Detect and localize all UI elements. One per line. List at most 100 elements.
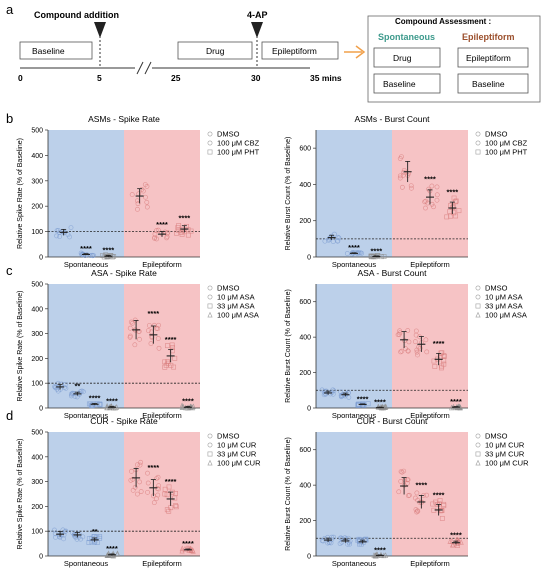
axis-break-2 <box>144 61 152 75</box>
legend-label: DMSO <box>485 432 508 441</box>
data-point <box>335 234 341 240</box>
data-point <box>173 504 179 510</box>
data-point <box>403 346 408 352</box>
legend-marker <box>475 433 481 439</box>
y-tick-label: 200 <box>299 218 311 225</box>
data-point <box>416 344 421 350</box>
data-point <box>137 336 142 342</box>
data-point <box>447 538 453 544</box>
legend-label: 33 μM CUR <box>485 450 525 459</box>
data-point <box>329 537 335 542</box>
data-point <box>365 401 371 407</box>
data-point <box>424 349 430 355</box>
data-point <box>144 204 150 210</box>
tick-0: 0 <box>18 73 23 83</box>
legend-marker <box>475 451 481 457</box>
data-point <box>405 348 411 354</box>
data-point <box>375 403 381 410</box>
data-point <box>166 484 172 490</box>
y-tick-label: 600 <box>299 447 311 454</box>
spont-drug-text: Drug <box>393 53 412 63</box>
data-point <box>152 231 158 237</box>
epi-epileptiform-box <box>457 47 529 68</box>
data-point <box>441 353 447 359</box>
legend-label: 10 μM CUR <box>485 441 525 450</box>
legend-label: DMSO <box>217 284 240 293</box>
data-point <box>101 254 107 260</box>
data-point <box>439 363 445 369</box>
data-point <box>62 382 68 387</box>
chart-title: ASA - Spike Rate <box>91 268 157 278</box>
data-point <box>80 389 86 395</box>
data-point <box>355 402 361 408</box>
legend-label: 100 μM PHT <box>217 148 260 157</box>
significance-label: **** <box>424 174 436 183</box>
data-point <box>179 404 185 411</box>
y-tick-label: 600 <box>299 299 311 306</box>
data-point <box>179 545 185 552</box>
y-axis-label: Relative Spike Rate (% of Baseline) <box>17 439 24 550</box>
chart-6: CUR - Burst Count 0 200 400 600 Relative Burs… <box>285 416 529 568</box>
x-category-label: Spontaneous <box>64 260 108 269</box>
data-point <box>146 328 151 334</box>
data-point <box>405 328 411 333</box>
data-point <box>401 167 407 173</box>
legend-label: 10 μM ASA <box>485 293 523 302</box>
data-point <box>422 199 428 205</box>
data-point <box>399 469 405 475</box>
significance-label: **** <box>450 531 462 540</box>
data-point <box>458 539 464 545</box>
compound-addition-arrow <box>94 22 106 38</box>
data-point <box>441 501 447 507</box>
data-point <box>175 225 181 230</box>
legend-marker <box>207 149 213 155</box>
timeline-drug-text: Drug <box>206 46 225 56</box>
data-point <box>155 336 161 341</box>
data-point <box>140 188 146 194</box>
data-point <box>438 350 444 356</box>
data-point <box>434 192 440 198</box>
epileptiform-background <box>392 284 468 408</box>
legend-label: 100 μM PHT <box>485 148 528 157</box>
data-point <box>336 235 342 241</box>
y-axis-label: Relative Burst Count (% of Baseline) <box>285 137 292 251</box>
data-point <box>86 540 92 545</box>
y-tick-label: 0 <box>307 554 311 561</box>
legend-marker <box>207 131 213 137</box>
x-category-label: Spontaneous <box>332 260 376 269</box>
data-point <box>144 199 150 205</box>
data-point <box>413 332 419 338</box>
y-tick-label: 200 <box>31 504 43 511</box>
data-point <box>156 483 162 489</box>
legend-marker <box>475 459 481 466</box>
y-axis-label: Relative Burst Count (% of Baseline) <box>285 437 292 551</box>
data-point <box>55 228 61 233</box>
data-point <box>399 348 405 354</box>
data-point <box>433 499 438 505</box>
y-tick-label: 600 <box>299 146 311 153</box>
significance-label: **** <box>80 244 92 253</box>
data-point <box>332 231 337 237</box>
legend-marker <box>207 433 213 439</box>
data-point <box>130 476 136 482</box>
data-point <box>409 185 414 191</box>
spontaneous-background <box>48 130 124 257</box>
data-point <box>104 402 110 409</box>
data-point <box>175 227 181 233</box>
data-point <box>86 536 92 542</box>
chart-2: ASMs - Burst Count 0 200 400 600 Relative Bur… <box>285 114 528 269</box>
legend-marker <box>475 311 481 318</box>
data-point <box>412 339 418 345</box>
significance-label: **** <box>182 397 194 406</box>
data-point <box>89 403 95 408</box>
chart-4: ASA - Burst Count 0 200 400 600 Relative Burs… <box>285 268 527 420</box>
data-point <box>129 192 135 197</box>
data-point <box>383 552 389 558</box>
data-point <box>169 348 175 354</box>
timeline-baseline-box <box>19 41 93 60</box>
tick-30: 30 <box>251 73 261 83</box>
legend-marker <box>475 303 481 309</box>
legend-label: 100 μM CBZ <box>485 139 528 148</box>
fourap-arrow <box>251 22 263 38</box>
